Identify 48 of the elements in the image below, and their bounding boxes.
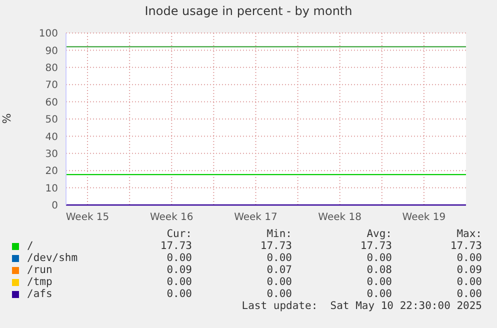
y-tick-label: 0 [52,200,58,212]
y-tick-label: 80 [45,62,58,74]
text: 0.00 [266,276,292,288]
text: 0.09 [166,264,192,276]
x-tick-label: Week 18 [318,212,362,224]
text: 17.73 [449,240,482,252]
text: 0.00 [166,288,192,300]
text: 0.00 [456,252,482,264]
text: 0.00 [456,288,482,300]
y-tick-label: 100 [38,28,58,40]
text: 0.00 [366,276,392,288]
y-tick-label: 10 [45,183,58,194]
text: 0.08 [366,264,392,276]
legend-label: / [26,240,34,252]
y-tick-label: 30 [45,148,58,160]
text: 0.00 [366,252,392,264]
x-tick-label: Week 15 [66,212,110,224]
text: 0.00 [266,252,292,264]
text: 0.00 [366,288,392,300]
y-tick-label: 20 [45,166,58,178]
text: Last update: Sat May 10 22:30:00 2025 [240,300,482,312]
text: 0.07 [266,264,292,276]
text: 17.73 [359,240,392,252]
legend-label: /afs [26,288,54,300]
legend-label: /dev/shm [26,252,79,264]
text: Min: [266,228,292,240]
y-tick-label: 40 [45,132,58,143]
y-axis-title: % [0,113,14,124]
text: 0.00 [456,276,482,288]
text: 0.00 [266,288,292,300]
y-tick-label: 60 [45,97,58,108]
text: 0.09 [456,264,482,276]
x-tick-label: Week 19 [402,212,446,224]
x-tick-label: Week 17 [234,212,278,224]
text: Avg: [366,228,392,240]
text: 0.00 [166,276,192,288]
text: 17.73 [259,240,292,252]
text: 0.00 [166,252,192,264]
text: Cur: [166,228,192,240]
legend-label: /run [26,264,54,276]
y-tick-label: 70 [45,80,58,92]
text: 17.73 [159,240,192,252]
legend-label: /tmp [26,276,54,288]
x-tick-label: Week 16 [150,212,194,224]
text: Max: [456,228,482,240]
y-tick-label: 90 [45,46,58,57]
chart-title: Inode usage in percent - by month [144,4,354,18]
y-tick-label: 50 [45,114,58,126]
